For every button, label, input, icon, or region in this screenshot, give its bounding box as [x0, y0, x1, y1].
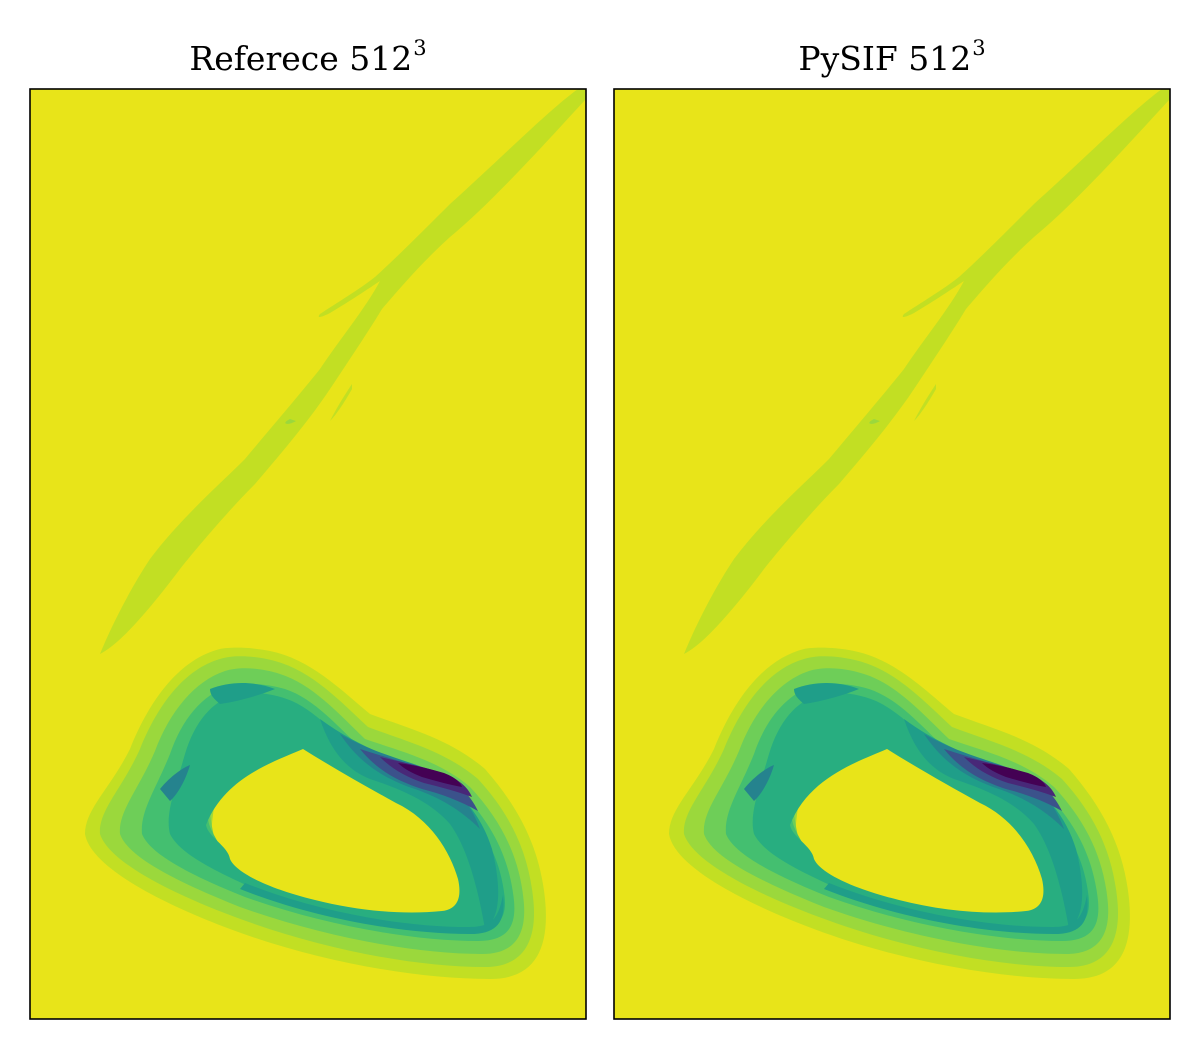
panel-title-reference-text: Referece 512 — [189, 39, 413, 78]
panel-title-reference: Referece 5123 — [30, 36, 586, 78]
panel-title-pysif-text: PySIF 512 — [798, 39, 972, 78]
frame-pysif — [613, 88, 1171, 1020]
panel-title-pysif-superscript: 3 — [972, 36, 986, 60]
panel-title-pysif: PySIF 5123 — [614, 36, 1170, 78]
panel-title-reference-superscript: 3 — [413, 36, 427, 60]
heatmap-pysif — [613, 88, 1171, 1020]
frame-reference — [29, 88, 587, 1020]
heatmap-reference — [29, 88, 587, 1020]
